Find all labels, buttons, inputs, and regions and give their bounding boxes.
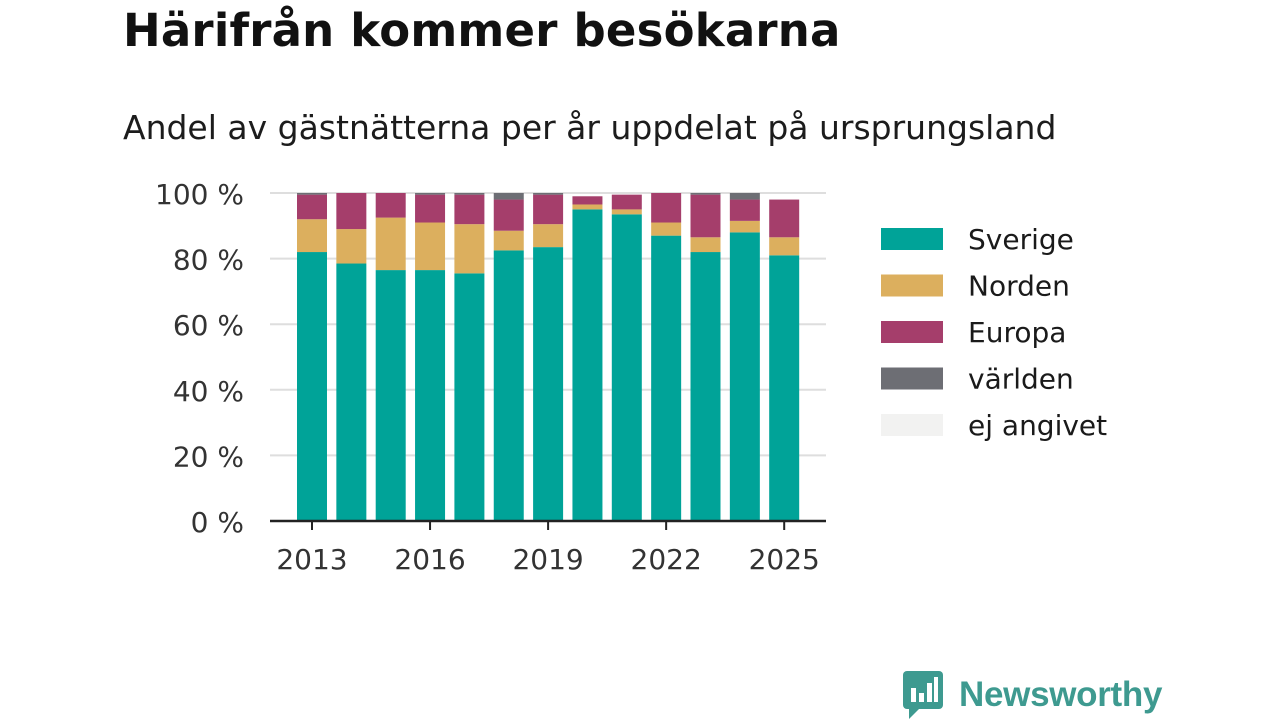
bar-segment-sverige [454,273,485,521]
axes: 0 % 20 % 40 % 60 % 80 % 100 % 2013 2016 2019 2022… [155,178,826,576]
bar-segment-sverige [572,209,603,521]
brand-name: Newsworthy [959,675,1163,714]
bar-segment-sverige [690,252,721,522]
legend-swatch [881,414,943,436]
bar-segment-europa [651,193,682,223]
bar-segment-sverige [415,270,446,521]
bar-segment-norden [572,204,603,210]
legend-swatch [881,228,943,250]
y-tick-label: 100 % [155,178,244,211]
bar-segment-sverige [533,247,564,521]
bar-segment-europa [611,194,642,210]
bars [297,193,800,522]
brand-logo[interactable]: Newsworthy [903,671,1162,719]
bar-segment-sverige [651,235,682,521]
bar-segment-världen [533,193,564,195]
bar-segment-sverige [493,250,524,521]
bar-segment-europa [454,194,485,225]
bar-segment-sverige [375,270,406,521]
bar-segment-norden [297,219,327,253]
bar-segment-europa [375,193,406,218]
legend-swatch [881,274,943,297]
x-tick-label: 2016 [394,543,465,576]
bar-segment-världen [690,193,721,195]
bar-segment-norden [690,237,721,253]
bar-segment-norden [415,222,446,271]
bar-segment-europa [572,196,603,205]
bar-segment-norden [769,237,800,256]
bar-segment-världen [729,193,760,200]
legend: Sverige Norden Europa världen ej angivet [881,223,1107,442]
x-tick-label: 2022 [631,543,702,576]
legend-label: världen [968,363,1074,396]
bar-segment-europa [297,194,327,220]
legend-swatch [881,367,943,390]
bar-segment-europa [533,194,564,225]
page-subtitle: Andel av gästnätterna per år uppdelat på… [123,108,1057,147]
bar-segment-europa [415,194,446,223]
newsworthy-logo-icon [903,671,943,719]
bar-segment-norden [729,220,760,233]
bar-segment-europa [690,194,721,238]
bar-segment-europa [729,199,760,221]
bar-segment-sverige [336,263,367,521]
y-tick-label: 20 % [173,440,244,473]
bar-segment-sverige [729,232,760,522]
bar-segment-europa [336,193,367,230]
legend-label: Norden [968,270,1070,303]
y-tick-label: 80 % [173,244,244,277]
bar-segment-norden [336,229,367,264]
legend-swatch [881,321,943,343]
legend-label: Europa [968,316,1066,349]
x-tick-label: 2019 [512,543,583,576]
bar-segment-europa [769,199,800,238]
y-tick-label: 40 % [173,375,244,408]
x-tick-label: 2025 [749,543,820,576]
bar-segment-världen [415,193,446,195]
legend-label: Sverige [968,223,1074,256]
bar-segment-norden [651,222,682,236]
bar-segment-norden [375,217,406,271]
bar-segment-världen [493,193,524,200]
bar-segment-europa [493,199,524,231]
bar-segment-världen [297,193,327,195]
bar-segment-sverige [769,255,800,521]
x-tick-label: 2013 [276,543,347,576]
bar-segment-världen [454,193,485,195]
y-tick-label: 60 % [173,309,244,342]
bar-segment-norden [611,209,642,215]
legend-label: ej angivet [968,409,1107,442]
bar-segment-norden [454,224,485,274]
y-tick-label: 0 % [191,506,244,539]
bar-segment-norden [493,230,524,251]
bar-segment-norden [533,224,564,248]
bar-segment-sverige [297,252,327,522]
page-title: Härifrån kommer besökarna [123,4,841,57]
bar-segment-sverige [611,214,642,521]
